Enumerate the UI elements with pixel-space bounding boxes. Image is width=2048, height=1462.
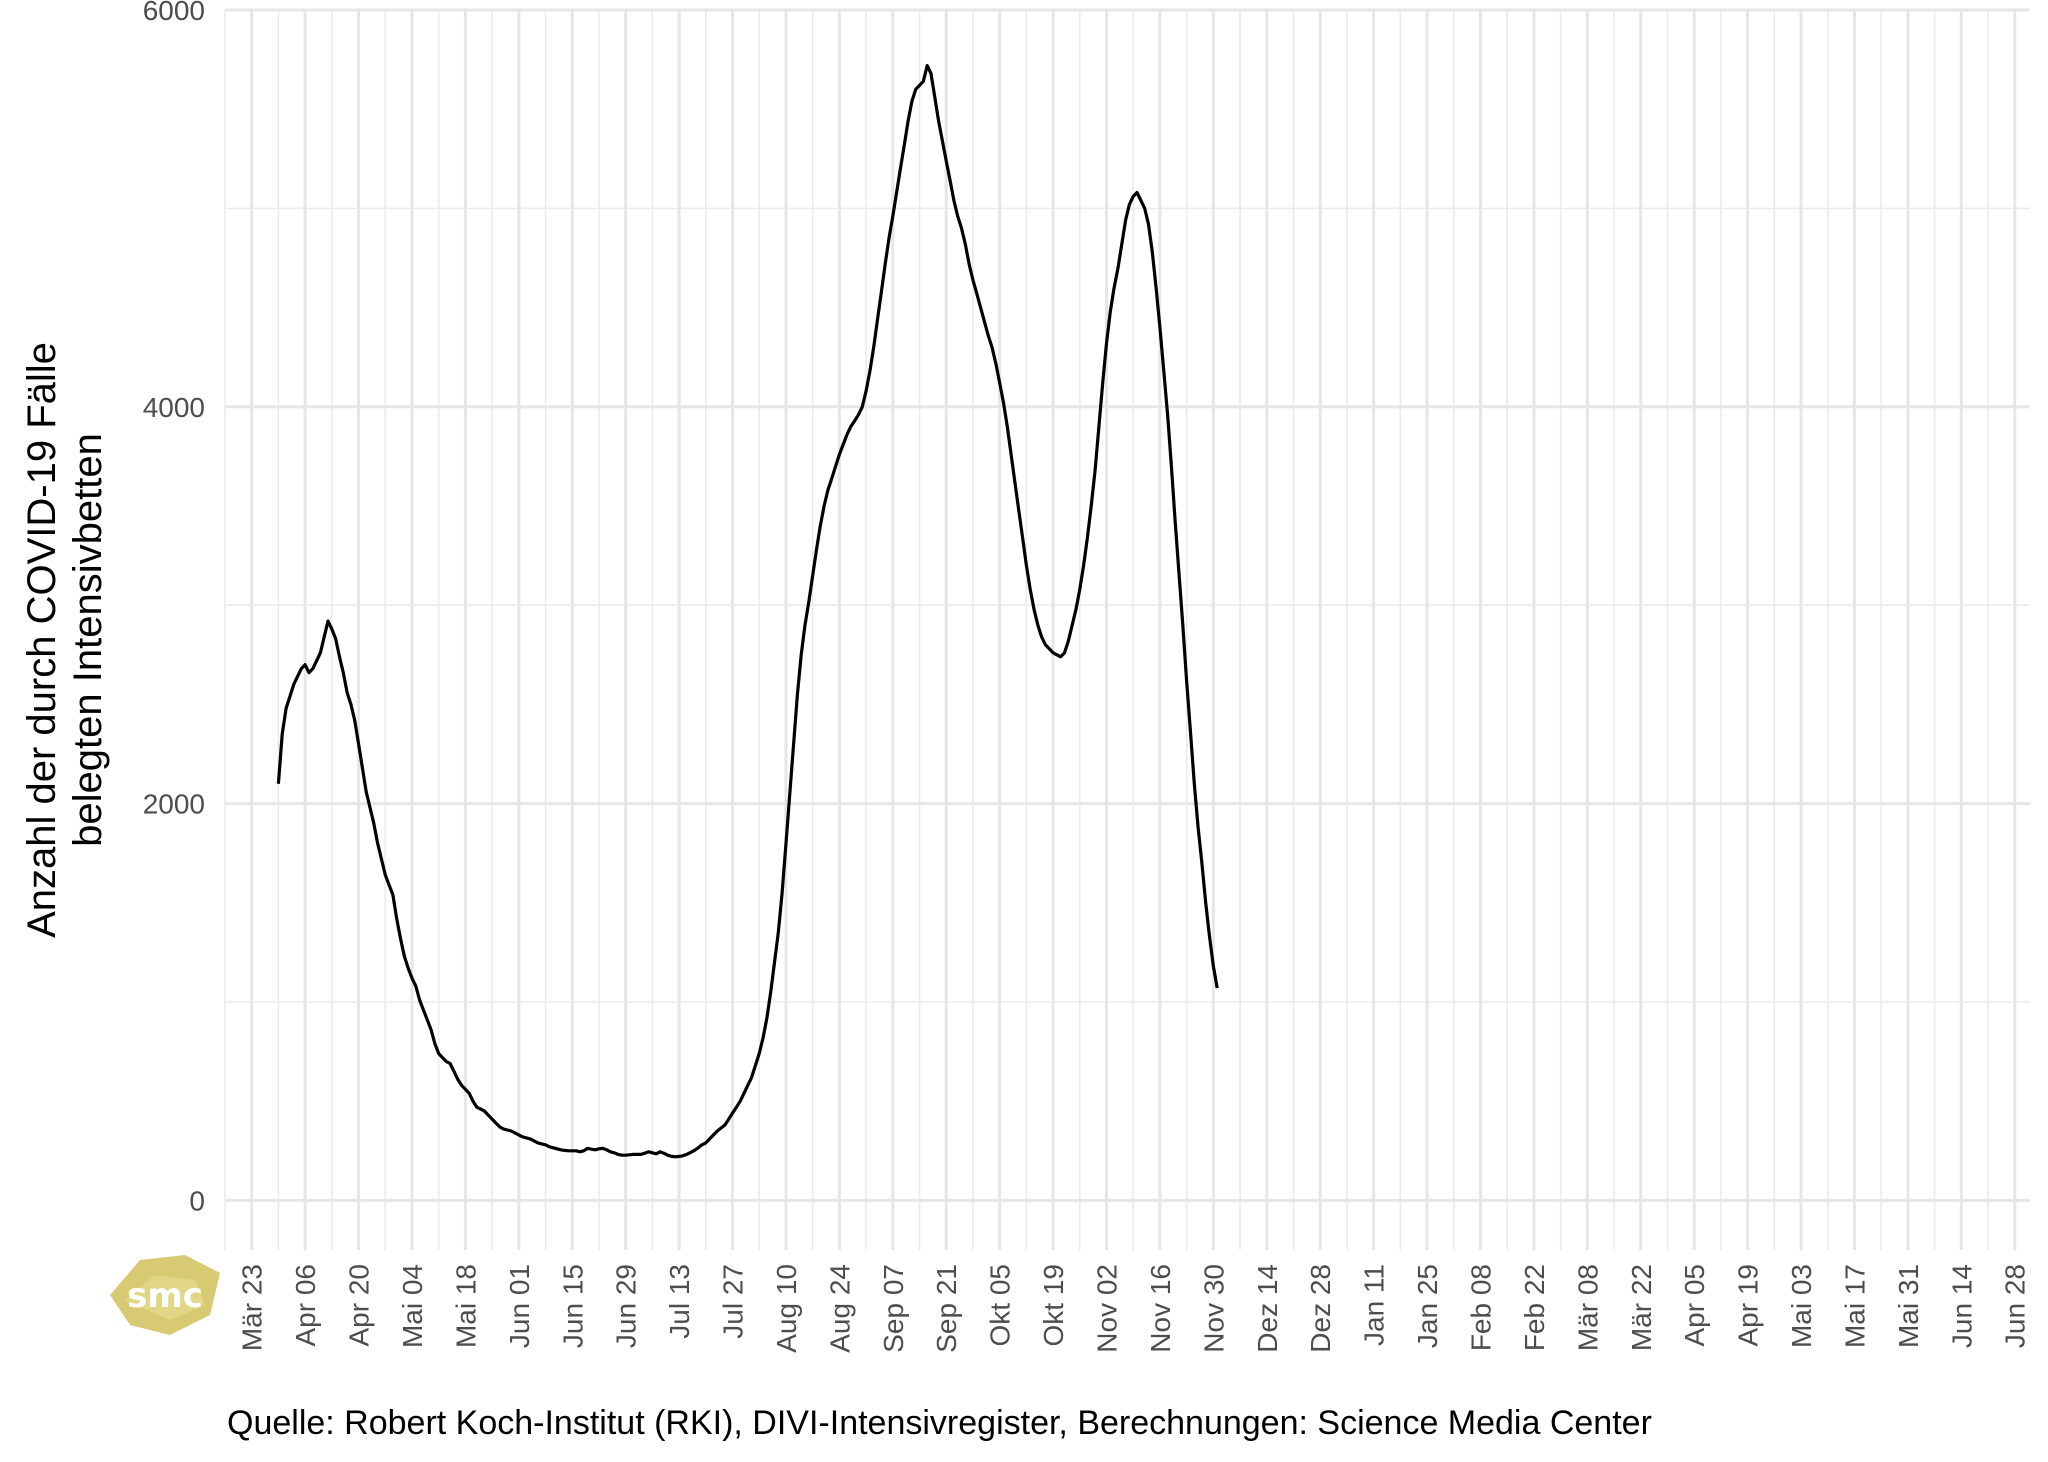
x-tick-label: Jun 15 [557, 1264, 588, 1348]
x-tick-label: Sep 21 [931, 1264, 962, 1353]
svg-text:smc: smc [127, 1276, 203, 1316]
y-axis-ticks: 0 2000 4000 6000 [143, 0, 205, 1216]
x-tick-label: Mai 03 [1786, 1264, 1817, 1348]
x-tick-label: Apr 06 [290, 1264, 321, 1347]
y-axis-label-line-2: belegten Intensivbetten [66, 433, 110, 847]
x-tick-label: Mai 31 [1893, 1264, 1924, 1348]
x-tick-label: Jun 28 [2000, 1264, 2031, 1348]
x-tick-label: Mai 04 [397, 1264, 428, 1348]
x-tick-label: Mär 23 [237, 1264, 268, 1351]
x-tick-label: Jun 29 [611, 1264, 642, 1348]
x-tick-label: Feb 08 [1465, 1264, 1496, 1351]
grid [224, 8, 2030, 1250]
x-tick-label: Jul 27 [718, 1264, 749, 1339]
x-tick-label: Okt 19 [1038, 1264, 1069, 1346]
x-tick-label: Jun 14 [1946, 1264, 1977, 1348]
smc-logo: smc [110, 1255, 220, 1335]
x-tick-label: Mär 08 [1572, 1264, 1603, 1351]
x-tick-label: Dez 28 [1305, 1264, 1336, 1353]
x-tick-label: Jan 25 [1412, 1264, 1443, 1348]
x-tick-label: Mär 22 [1626, 1264, 1657, 1351]
source-caption: Quelle: Robert Koch-Institut (RKI), DIVI… [227, 1404, 1652, 1442]
x-tick-label: Aug 24 [824, 1264, 855, 1353]
x-tick-label: Nov 30 [1198, 1264, 1229, 1353]
x-tick-label: Mai 17 [1839, 1264, 1870, 1348]
x-tick-label: Sep 07 [878, 1264, 909, 1353]
x-tick-label: Apr 05 [1679, 1264, 1710, 1347]
y-tick-label: 6000 [143, 0, 205, 26]
y-tick-label: 0 [189, 1185, 205, 1216]
y-tick-label: 2000 [143, 789, 205, 820]
x-tick-label: Apr 20 [344, 1264, 375, 1347]
x-tick-label: Jan 11 [1359, 1264, 1390, 1346]
x-tick-label: Dez 14 [1252, 1264, 1283, 1353]
x-tick-label: Okt 05 [985, 1264, 1016, 1346]
y-tick-label: 4000 [143, 392, 205, 423]
x-tick-label: Apr 19 [1733, 1264, 1764, 1347]
series-line [276, 63, 1219, 1159]
y-axis-label-line-1: Anzahl der durch COVID-19 Fälle [20, 342, 64, 938]
x-tick-label: Jun 01 [504, 1264, 535, 1348]
x-tick-label: Feb 22 [1519, 1264, 1550, 1351]
x-tick-label: Aug 10 [771, 1264, 802, 1353]
x-axis-ticks: Mär 23 Apr 06 Apr 20 Mai 04 Mai 18 Jun 01 Jun … [237, 1264, 2031, 1353]
x-tick-label: Nov 16 [1145, 1264, 1176, 1353]
x-tick-label: Mai 18 [450, 1264, 481, 1348]
x-tick-label: Jul 13 [664, 1264, 695, 1339]
x-tick-label: Nov 02 [1092, 1264, 1123, 1353]
